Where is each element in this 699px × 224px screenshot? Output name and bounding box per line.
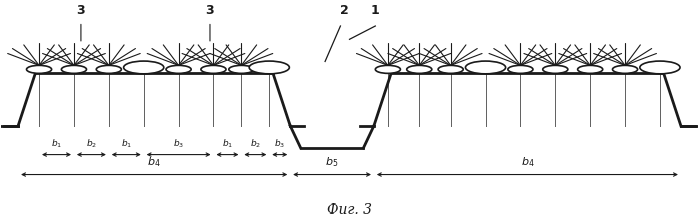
Circle shape (640, 61, 680, 74)
Circle shape (229, 65, 254, 73)
Circle shape (166, 65, 191, 73)
Circle shape (577, 65, 603, 73)
Text: $b_3$: $b_3$ (274, 138, 285, 150)
Circle shape (466, 61, 505, 74)
Circle shape (407, 65, 432, 73)
Circle shape (62, 65, 87, 73)
Text: $b_5$: $b_5$ (326, 155, 339, 169)
Text: 3: 3 (206, 4, 215, 17)
Circle shape (249, 61, 289, 74)
Circle shape (612, 65, 637, 73)
Text: $b_2$: $b_2$ (86, 138, 97, 150)
Text: $b_4$: $b_4$ (521, 155, 534, 169)
Text: $b_3$: $b_3$ (173, 138, 184, 150)
Text: 1: 1 (371, 4, 380, 17)
Text: $b_1$: $b_1$ (222, 138, 233, 150)
Text: 2: 2 (340, 4, 348, 17)
Circle shape (508, 65, 533, 73)
Circle shape (124, 61, 164, 74)
Text: Фиг. 3: Фиг. 3 (327, 203, 372, 217)
Circle shape (27, 65, 52, 73)
Circle shape (201, 65, 226, 73)
Circle shape (375, 65, 401, 73)
Text: $b_1$: $b_1$ (51, 138, 62, 150)
Text: $b_4$: $b_4$ (147, 155, 161, 169)
Circle shape (438, 65, 463, 73)
Text: $b_2$: $b_2$ (250, 138, 261, 150)
Circle shape (542, 65, 568, 73)
Circle shape (96, 65, 122, 73)
Text: 3: 3 (77, 4, 85, 17)
Text: $b_1$: $b_1$ (121, 138, 132, 150)
